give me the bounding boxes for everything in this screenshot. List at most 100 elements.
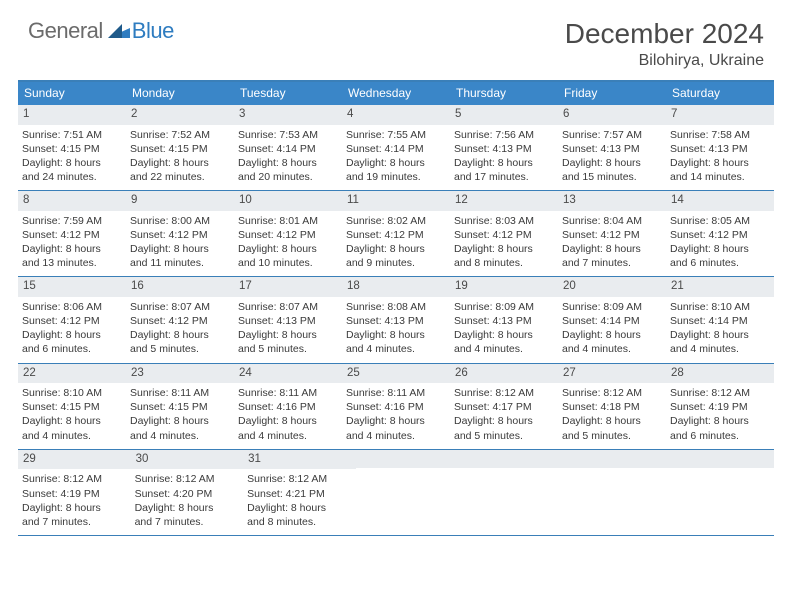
sunset-text: Sunset: 4:14 PM: [562, 314, 662, 328]
day-cell: 1Sunrise: 7:51 AMSunset: 4:15 PMDaylight…: [18, 105, 126, 190]
day-cell: 3Sunrise: 7:53 AMSunset: 4:14 PMDaylight…: [234, 105, 342, 190]
day-cell: 16Sunrise: 8:07 AMSunset: 4:12 PMDayligh…: [126, 277, 234, 362]
sunrise-text: Sunrise: 7:53 AM: [238, 128, 338, 142]
logo: General Blue: [28, 18, 174, 47]
sunrise-text: Sunrise: 8:03 AM: [454, 214, 554, 228]
daylight-text: Daylight: 8 hours: [454, 242, 554, 256]
empty-day-cell: [669, 450, 774, 535]
empty-day-strip: [565, 450, 670, 468]
day-cell: 24Sunrise: 8:11 AMSunset: 4:16 PMDayligh…: [234, 364, 342, 449]
sunset-text: Sunset: 4:16 PM: [238, 400, 338, 414]
daylight-text: and 6 minutes.: [670, 256, 770, 270]
sunset-text: Sunset: 4:12 PM: [22, 314, 122, 328]
daylight-text: and 5 minutes.: [562, 429, 662, 443]
daylight-text: Daylight: 8 hours: [346, 328, 446, 342]
day-number: 11: [342, 191, 450, 211]
day-number: 19: [450, 277, 558, 297]
sunrise-text: Sunrise: 8:08 AM: [346, 300, 446, 314]
day-cell: 10Sunrise: 8:01 AMSunset: 4:12 PMDayligh…: [234, 191, 342, 276]
weekday-header: Friday: [558, 82, 666, 105]
daylight-text: Daylight: 8 hours: [238, 328, 338, 342]
day-cell: 28Sunrise: 8:12 AMSunset: 4:19 PMDayligh…: [666, 364, 774, 449]
day-number: 12: [450, 191, 558, 211]
daylight-text: Daylight: 8 hours: [22, 242, 122, 256]
daylight-text: Daylight: 8 hours: [562, 156, 662, 170]
sunrise-text: Sunrise: 7:58 AM: [670, 128, 770, 142]
sunset-text: Sunset: 4:12 PM: [22, 228, 122, 242]
daylight-text: and 5 minutes.: [454, 429, 554, 443]
sunrise-text: Sunrise: 8:00 AM: [130, 214, 230, 228]
sunset-text: Sunset: 4:15 PM: [22, 400, 122, 414]
day-cell: 8Sunrise: 7:59 AMSunset: 4:12 PMDaylight…: [18, 191, 126, 276]
day-number: 1: [18, 105, 126, 125]
empty-day-strip: [669, 450, 774, 468]
sunset-text: Sunset: 4:15 PM: [22, 142, 122, 156]
daylight-text: and 8 minutes.: [247, 515, 352, 529]
day-number: 28: [666, 364, 774, 384]
empty-day-cell: [356, 450, 461, 535]
sunrise-text: Sunrise: 8:12 AM: [454, 386, 554, 400]
day-number: 7: [666, 105, 774, 125]
day-cell: 29Sunrise: 8:12 AMSunset: 4:19 PMDayligh…: [18, 450, 131, 535]
empty-day-strip: [356, 450, 461, 468]
day-cell: 23Sunrise: 8:11 AMSunset: 4:15 PMDayligh…: [126, 364, 234, 449]
sunset-text: Sunset: 4:12 PM: [238, 228, 338, 242]
daylight-text: and 5 minutes.: [130, 342, 230, 356]
day-cell: 15Sunrise: 8:06 AMSunset: 4:12 PMDayligh…: [18, 277, 126, 362]
empty-day-cell: [460, 450, 565, 535]
sunset-text: Sunset: 4:15 PM: [130, 142, 230, 156]
daylight-text: and 4 minutes.: [454, 342, 554, 356]
daylight-text: and 7 minutes.: [135, 515, 240, 529]
sunset-text: Sunset: 4:19 PM: [22, 487, 127, 501]
daylight-text: Daylight: 8 hours: [22, 328, 122, 342]
weekday-header: Saturday: [666, 82, 774, 105]
day-cell: 25Sunrise: 8:11 AMSunset: 4:16 PMDayligh…: [342, 364, 450, 449]
location-label: Bilohirya, Ukraine: [565, 52, 764, 70]
day-number: 20: [558, 277, 666, 297]
daylight-text: and 6 minutes.: [670, 429, 770, 443]
daylight-text: and 4 minutes.: [238, 429, 338, 443]
daylight-text: and 4 minutes.: [346, 342, 446, 356]
daylight-text: Daylight: 8 hours: [22, 414, 122, 428]
sunset-text: Sunset: 4:15 PM: [130, 400, 230, 414]
day-cell: 7Sunrise: 7:58 AMSunset: 4:13 PMDaylight…: [666, 105, 774, 190]
day-number: 26: [450, 364, 558, 384]
sunset-text: Sunset: 4:14 PM: [346, 142, 446, 156]
daylight-text: and 4 minutes.: [670, 342, 770, 356]
day-number: 17: [234, 277, 342, 297]
sunrise-text: Sunrise: 7:52 AM: [130, 128, 230, 142]
daylight-text: Daylight: 8 hours: [454, 328, 554, 342]
sunrise-text: Sunrise: 8:07 AM: [130, 300, 230, 314]
daylight-text: and 19 minutes.: [346, 170, 446, 184]
day-cell: 22Sunrise: 8:10 AMSunset: 4:15 PMDayligh…: [18, 364, 126, 449]
sunrise-text: Sunrise: 8:11 AM: [130, 386, 230, 400]
weeks-container: 1Sunrise: 7:51 AMSunset: 4:15 PMDaylight…: [18, 105, 774, 536]
day-number: 10: [234, 191, 342, 211]
day-number: 3: [234, 105, 342, 125]
day-number: 4: [342, 105, 450, 125]
day-cell: 19Sunrise: 8:09 AMSunset: 4:13 PMDayligh…: [450, 277, 558, 362]
sunrise-text: Sunrise: 8:11 AM: [238, 386, 338, 400]
sunset-text: Sunset: 4:14 PM: [670, 314, 770, 328]
daylight-text: Daylight: 8 hours: [562, 328, 662, 342]
weekday-header: Sunday: [18, 82, 126, 105]
day-number: 21: [666, 277, 774, 297]
sunset-text: Sunset: 4:12 PM: [454, 228, 554, 242]
day-number: 9: [126, 191, 234, 211]
day-number: 24: [234, 364, 342, 384]
daylight-text: and 4 minutes.: [346, 429, 446, 443]
weekday-header: Wednesday: [342, 82, 450, 105]
daylight-text: Daylight: 8 hours: [346, 242, 446, 256]
day-cell: 27Sunrise: 8:12 AMSunset: 4:18 PMDayligh…: [558, 364, 666, 449]
daylight-text: Daylight: 8 hours: [130, 242, 230, 256]
week-row: 15Sunrise: 8:06 AMSunset: 4:12 PMDayligh…: [18, 277, 774, 363]
sunrise-text: Sunrise: 8:12 AM: [670, 386, 770, 400]
day-number: 23: [126, 364, 234, 384]
daylight-text: and 11 minutes.: [130, 256, 230, 270]
weekday-header: Tuesday: [234, 82, 342, 105]
sunrise-text: Sunrise: 8:12 AM: [135, 472, 240, 486]
daylight-text: Daylight: 8 hours: [238, 242, 338, 256]
daylight-text: and 24 minutes.: [22, 170, 122, 184]
day-number: 30: [131, 450, 244, 470]
daylight-text: and 20 minutes.: [238, 170, 338, 184]
